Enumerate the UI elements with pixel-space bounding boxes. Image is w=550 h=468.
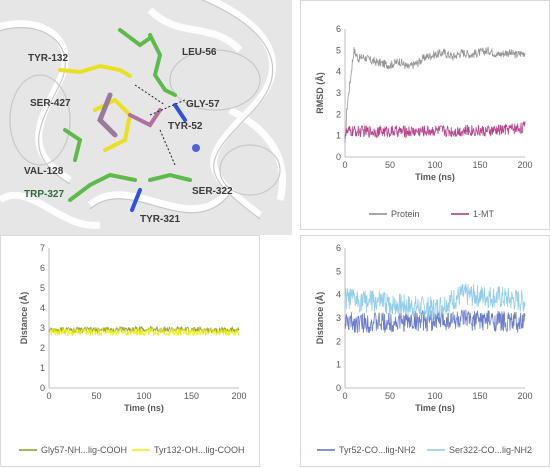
x-axis-label: Time (ns) (124, 403, 164, 413)
rmsd-chart-panel: 0 1 2 3 4 5 6 0 50 100 150 200 Time (ns) RMSD (Å) Prot… (300, 0, 550, 230)
x-tick-label: 150 (184, 391, 199, 401)
y-tick-label: 4 (336, 67, 341, 77)
residue-label-trp327: TRP-327 (24, 189, 64, 200)
y-axis-label: RMSD (Å) (315, 72, 325, 114)
y-axis-label: Distance (Å) (19, 292, 29, 345)
y-tick-label: 1 (336, 131, 341, 141)
residue-label-tyr132: TYR-132 (28, 53, 68, 64)
series-line-gly57-nh-lig-cooh (48, 325, 240, 335)
x-tick-label: 200 (517, 391, 532, 401)
y-tick-label: 2 (40, 343, 45, 353)
y-tick-label: 0 (40, 383, 45, 393)
residue-label-tyr321: TYR-321 (140, 214, 180, 225)
residue-label-val128: VAL-128 (24, 166, 64, 177)
y-tick-label: 5 (40, 283, 45, 293)
residue-label-leu56: LEU-56 (182, 47, 217, 58)
y-axis-label: Distance (Å) (315, 292, 325, 345)
legend-label: 1-MT (473, 209, 494, 219)
y-tick-label: 0 (336, 383, 341, 393)
y-tick-label: 5 (336, 45, 341, 55)
distance-chart-1: 0 1 2 3 4 5 6 7 0 50 100 150 200 Time (ns) Distance (Å… (19, 243, 247, 455)
x-tick-label: 150 (472, 391, 487, 401)
y-tick-label: 6 (336, 243, 341, 253)
y-tick-label: 3 (40, 323, 45, 333)
y-tick-label: 5 (336, 266, 341, 276)
x-tick-label: 0 (342, 391, 347, 401)
y-tick-label: 1 (336, 360, 341, 370)
y-tick-label: 3 (336, 88, 341, 98)
distance-chart-2: 0 1 2 3 4 5 6 0 50 100 150 200 Time (ns) Distance (Å)… (315, 243, 533, 455)
x-tick-label: 50 (385, 391, 395, 401)
legend-label: Tyr132-OH...lig-COOH (154, 445, 245, 455)
x-axis-label: Time (ns) (415, 172, 455, 182)
y-tick-label: 2 (336, 336, 341, 346)
ion-sphere (192, 144, 200, 152)
y-tick-label: 6 (336, 24, 341, 34)
distance-chart-1-panel: 0 1 2 3 4 5 6 7 0 50 100 150 200 Time (ns) Distance (Å… (0, 235, 260, 467)
y-tick-label: 3 (336, 313, 341, 323)
rmsd-chart: 0 1 2 3 4 5 6 0 50 100 150 200 Time (ns) RMSD (Å) Prot… (315, 24, 533, 219)
protein-ligand-image: TYR-132 LEU-56 SER-427 GLY-57 TYR-52 VAL… (0, 0, 292, 235)
y-tick-label: 0 (336, 152, 341, 162)
y-tick-label: 1 (40, 363, 45, 373)
x-tick-label: 200 (231, 391, 246, 401)
x-tick-label: 50 (385, 160, 395, 170)
distance-chart-2-panel: 0 1 2 3 4 5 6 0 50 100 150 200 Time (ns) Distance (Å)… (300, 235, 550, 467)
x-tick-label: 100 (136, 391, 151, 401)
x-tick-label: 100 (427, 391, 442, 401)
residue-label-ser427: SER-427 (30, 98, 71, 109)
protein-ligand-view: TYR-132 LEU-56 SER-427 GLY-57 TYR-52 VAL… (0, 0, 292, 235)
residue-label-gly57: GLY-57 (186, 99, 220, 110)
series-line-tyr132-oh-lig-cooh (48, 327, 240, 337)
residue-label-ser322: SER-322 (192, 186, 233, 197)
x-axis-label: Time (ns) (415, 403, 455, 413)
legend-label: Protein (391, 209, 420, 219)
x-tick-label: 0 (342, 160, 347, 170)
residue-sticks (58, 28, 192, 212)
series-line-tyr52-co-lig-nh2 (344, 309, 526, 334)
y-tick-label: 4 (336, 290, 341, 300)
protein-ribbons (0, 0, 287, 229)
y-tick-label: 2 (336, 109, 341, 119)
x-tick-label: 0 (46, 391, 51, 401)
protein-ribbon-edges (0, 0, 281, 220)
y-tick-label: 4 (40, 303, 45, 313)
series-line-protein (344, 46, 526, 144)
legend-label: Tyr52-CO...lig-NH2 (339, 445, 416, 455)
y-tick-label: 6 (40, 263, 45, 273)
y-tick-label: 7 (40, 243, 45, 253)
series-line-ser322-co-lig-nh2 (344, 283, 526, 320)
x-tick-label: 50 (91, 391, 101, 401)
x-tick-label: 100 (427, 160, 442, 170)
x-tick-label: 150 (472, 160, 487, 170)
series-line-1-mt (344, 121, 526, 139)
residue-label-tyr52: TYR-52 (168, 121, 203, 132)
legend-label: Ser322-CO...lig-NH2 (449, 445, 532, 455)
x-tick-label: 200 (517, 160, 532, 170)
legend-label: Gly57-NH...lig-COOH (41, 445, 127, 455)
